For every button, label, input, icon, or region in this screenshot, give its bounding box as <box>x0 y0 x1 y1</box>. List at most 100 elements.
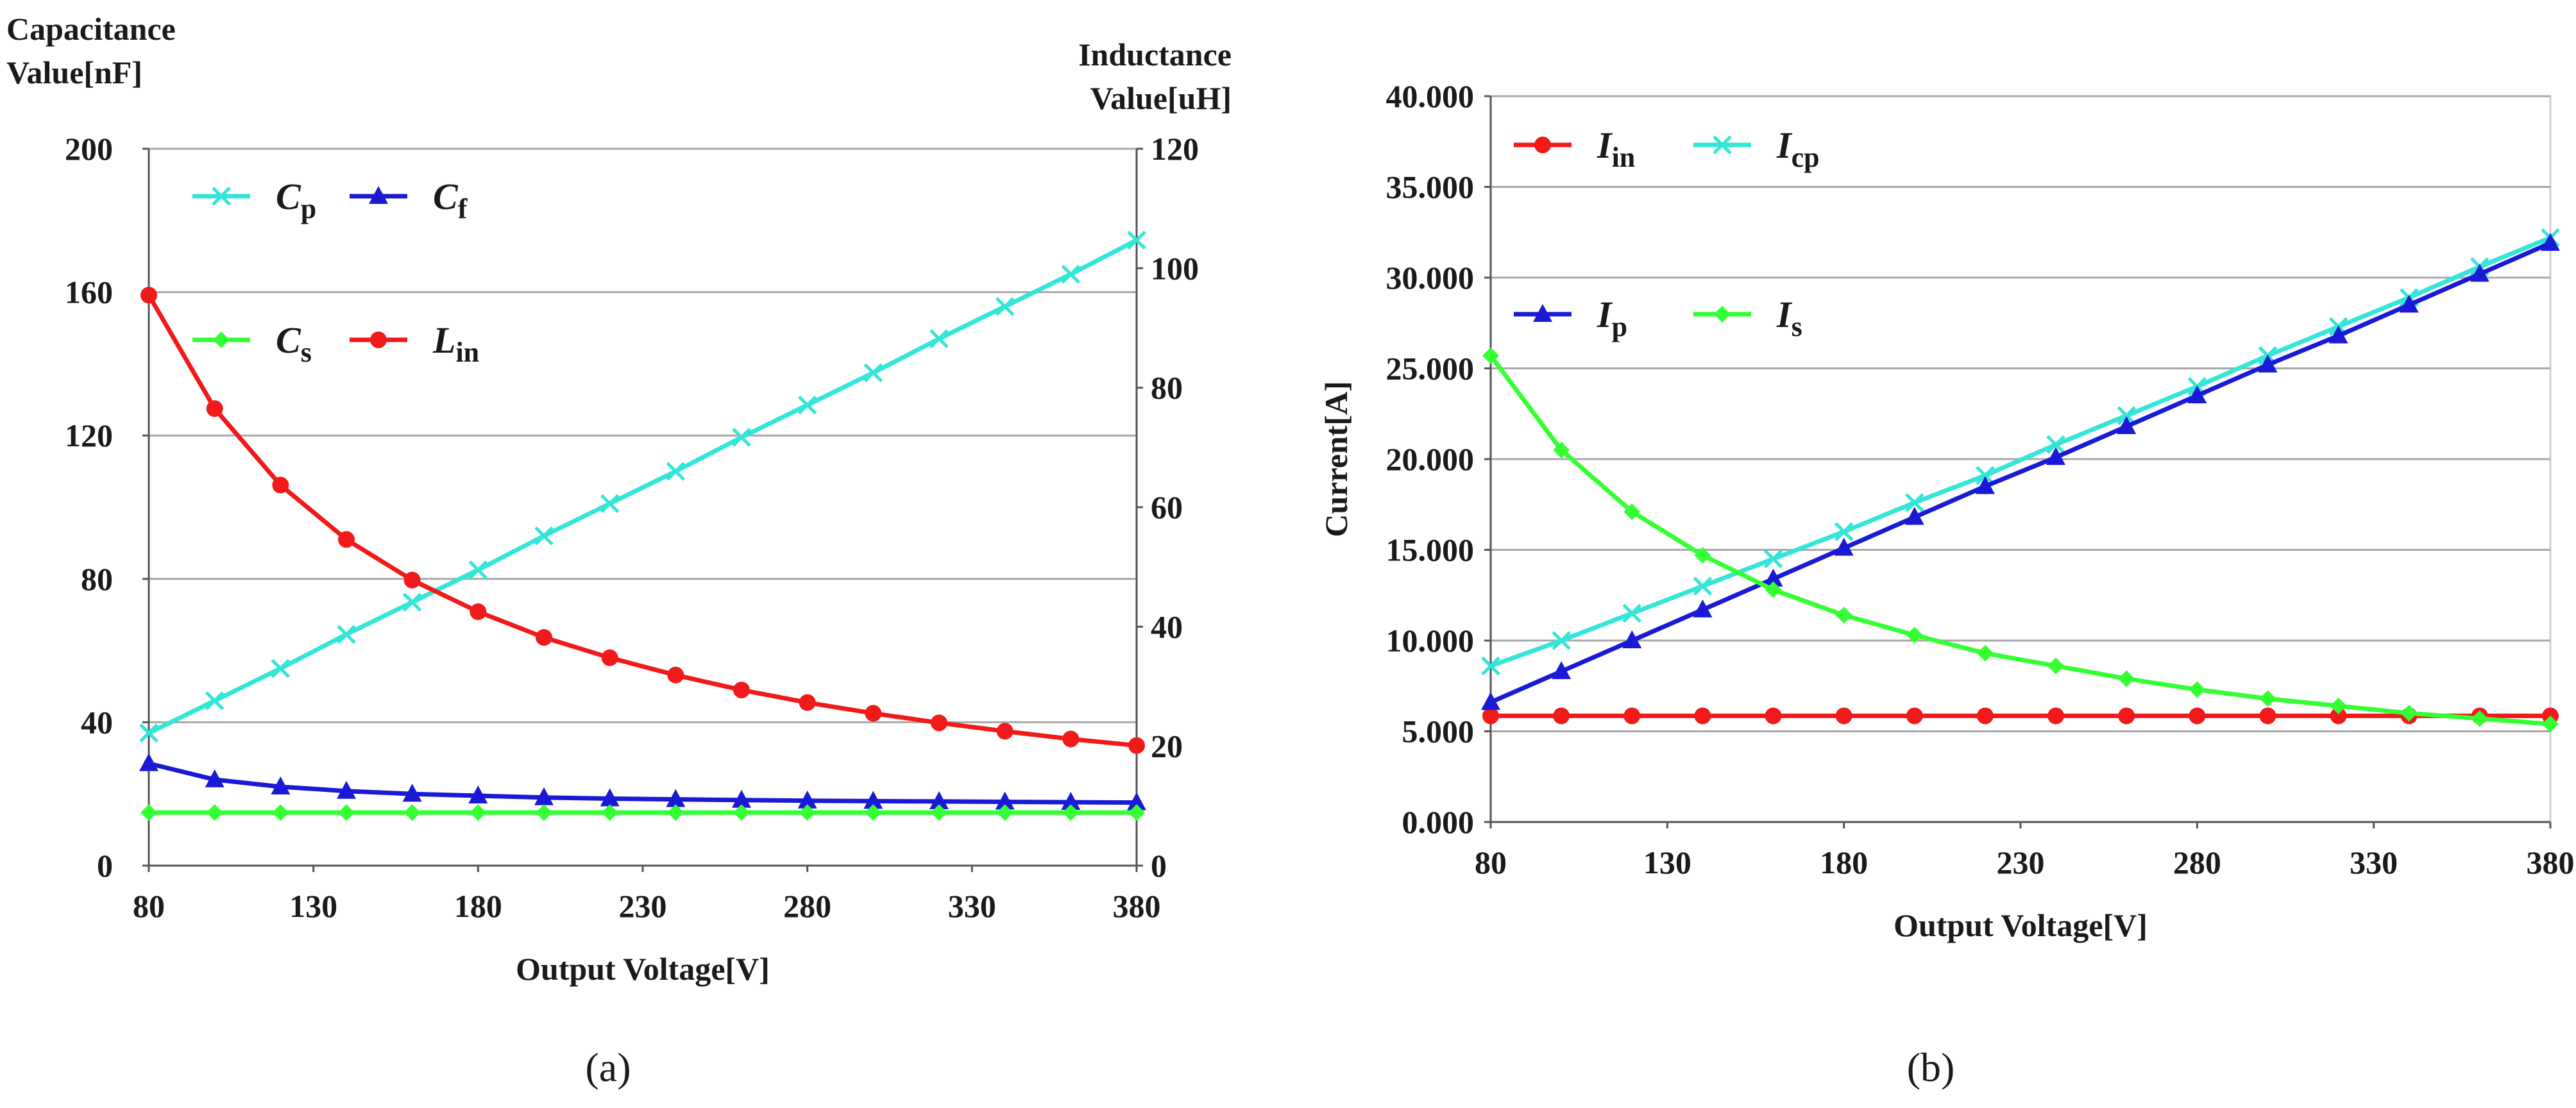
data-point-Lin <box>403 571 421 589</box>
legend-label-Lin: Lin <box>432 319 479 368</box>
series-Lin <box>140 287 1145 754</box>
data-point-Iin <box>2118 707 2135 725</box>
legend-label-Cs: Cs <box>276 319 312 368</box>
series-Ip <box>1481 233 2560 710</box>
legend-item-Icp: Icp <box>1693 124 1820 173</box>
legend-marker <box>369 186 388 204</box>
y-tick-label: 40 <box>81 704 113 740</box>
data-point-Cp <box>534 526 554 546</box>
series-line-Is <box>1489 354 2551 726</box>
data-point-Cp <box>929 329 949 349</box>
legend-label-Is: Is <box>1776 294 1802 342</box>
chart-b-caption: (b) <box>1907 1045 1955 1090</box>
data-point-Ip <box>2046 447 2066 466</box>
data-point-Cp <box>205 691 225 710</box>
chart-b-x-label: Output Voltage[V] <box>1894 907 2148 943</box>
y-tick-label: 35.000 <box>1386 169 1475 205</box>
series-line-Ip <box>1489 240 2552 705</box>
data-point-Lin <box>536 629 552 646</box>
data-point-Lin <box>799 694 816 711</box>
data-point-Cf <box>139 753 158 771</box>
data-point-Lin <box>601 649 618 666</box>
data-point-Cf <box>402 784 422 802</box>
data-point-Cf <box>1061 792 1081 810</box>
x-tick-label: 280 <box>2173 844 2221 880</box>
y-tick-label: 20.000 <box>1386 441 1475 477</box>
data-point-Cs <box>601 804 618 821</box>
data-point-Iin <box>1482 707 1499 725</box>
chart-a-x-ticks: 80 130 180 230 280 330 380 <box>133 888 1161 924</box>
data-point-Cs <box>470 804 487 821</box>
legend-label-Icp: Icp <box>1776 124 1820 173</box>
data-point-Cf <box>534 787 554 805</box>
data-point-Cf <box>600 788 620 807</box>
x-tick-label: 330 <box>2350 844 2398 880</box>
y-tick-label: 0.000 <box>1402 804 1475 840</box>
data-point-Icp <box>1763 549 1783 569</box>
chart-b-y-label: Current[A] <box>1318 381 1354 537</box>
data-point-Is <box>2542 716 2559 733</box>
legend-label-Ip: Ip <box>1597 294 1627 342</box>
series-Icp <box>1481 228 2560 676</box>
data-point-Ip <box>2328 325 2348 344</box>
data-point-Icp <box>1976 466 1995 485</box>
data-point-Is <box>2118 670 2135 687</box>
series-Cp <box>139 230 1146 743</box>
x-tick-label: 330 <box>948 888 996 924</box>
y-tick-label: 30.000 <box>1386 260 1475 296</box>
chart-a-y-label-left-line1: Capacitance <box>6 11 176 47</box>
data-point-Lin <box>470 603 487 621</box>
data-point-Icp <box>2046 435 2065 455</box>
y-tick-label: 25.000 <box>1386 351 1475 387</box>
x-tick-label: 180 <box>1820 844 1868 880</box>
data-point-Lin <box>338 531 355 548</box>
data-point-Cp <box>337 625 356 644</box>
data-point-Is <box>1765 581 1782 598</box>
chart-a-caption: (a) <box>585 1045 631 1090</box>
y-tick-label-right: 60 <box>1151 489 1183 525</box>
data-point-Cs <box>1062 804 1080 821</box>
data-point-Cs <box>403 804 421 821</box>
y-tick-label: 160 <box>65 274 113 310</box>
legend-marker <box>1713 135 1732 155</box>
data-point-Cf <box>271 776 291 795</box>
data-point-Icp <box>1552 631 1571 650</box>
data-point-Is <box>2330 697 2347 714</box>
data-point-Is <box>1835 607 1852 624</box>
x-tick-label: 180 <box>454 888 502 924</box>
chart-a-y-label-right-line1: Inductance <box>1078 37 1232 72</box>
data-point-Lin <box>865 705 882 722</box>
legend-item-Lin: Lin <box>350 319 479 368</box>
legend-label-Cp: Cp <box>276 176 316 224</box>
data-point-Is <box>1694 546 1711 564</box>
data-point-Cf <box>666 789 686 807</box>
chart-b-x-ticks: 80 130 180 230 280 330 380 <box>1475 844 2575 880</box>
chart-a-y-ticks-right: 0 20 40 60 80 100 120 <box>1151 131 1199 884</box>
data-point-Icp <box>1481 656 1500 676</box>
chart-b-gridlines <box>1491 95 2550 732</box>
legend-marker <box>212 187 231 206</box>
data-point-Cp <box>1061 264 1081 284</box>
legend-item-Is: Is <box>1693 294 1802 342</box>
data-point-Ip <box>1552 661 1572 680</box>
data-point-Cs <box>667 804 684 821</box>
data-point-Cs <box>996 804 1013 821</box>
y-tick-label: 5.000 <box>1402 714 1475 750</box>
data-point-Cp <box>1127 230 1146 250</box>
data-point-Cs <box>865 804 882 821</box>
data-point-Iin <box>2189 707 2206 725</box>
data-point-Iin <box>1906 707 1923 725</box>
x-tick-label: 80 <box>133 888 165 924</box>
x-tick-label: 130 <box>1643 844 1691 880</box>
series-line-Cp <box>148 238 1138 735</box>
data-point-Icp <box>1834 522 1854 541</box>
series-line-Lin <box>146 294 1137 748</box>
data-point-Iin <box>1765 707 1782 725</box>
data-point-Cs <box>140 804 157 821</box>
data-point-Ip <box>2187 385 2207 403</box>
data-point-Cs <box>206 804 223 821</box>
data-point-Cp <box>995 297 1015 316</box>
data-point-Is <box>2471 710 2488 727</box>
data-point-Cp <box>732 428 751 447</box>
data-point-Is <box>2189 681 2206 698</box>
